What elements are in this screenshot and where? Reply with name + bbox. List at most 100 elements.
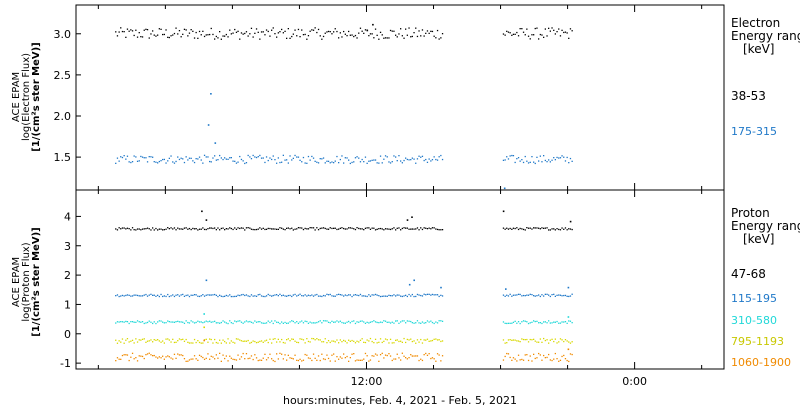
data-point [282,294,284,296]
data-point [522,338,525,341]
data-point [195,321,197,324]
data-point [284,229,286,231]
data-point [527,35,530,37]
data-point [272,294,274,297]
data-point [148,352,150,354]
data-point [430,30,432,32]
data-point [312,353,315,355]
data-point [167,36,169,38]
data-point [297,294,300,296]
data-point [289,340,291,342]
data-point [361,295,363,297]
data-point [162,33,164,36]
data-point [136,360,139,362]
data-point [351,295,353,298]
data-point [516,158,518,160]
data-point [215,341,217,344]
data-point [229,294,231,296]
data-point [341,341,343,343]
data-point [188,342,191,344]
data-point [563,156,565,158]
data-point [260,31,263,33]
data-point [259,359,261,361]
data-point [344,294,346,296]
data-point [319,339,321,341]
data-point [219,322,221,324]
data-point [401,227,403,230]
data-point [165,228,167,230]
data-point [200,355,202,358]
data-point [207,156,209,158]
data-point [282,228,284,230]
data-point [250,228,253,230]
data-point [507,353,510,355]
data-point [364,29,367,31]
data-point [252,228,254,231]
data-point [336,356,338,358]
data-point [546,161,548,163]
data-point [502,359,505,361]
data-point [406,227,408,229]
data-point [125,354,127,356]
data-point [141,338,144,340]
data-point [136,160,139,162]
data-point [197,229,199,231]
data-point [205,279,208,282]
data-point [177,156,179,158]
data-point [519,227,521,230]
data-point [165,338,167,340]
data-point [361,30,363,32]
electron-legend: Electron Energy ranges [keV] 38-53 175-3… [731,16,800,138]
data-point [267,320,269,322]
data-point [136,294,139,297]
data-point [356,294,358,296]
data-point [116,157,119,159]
data-point [346,35,348,37]
data-point [433,338,435,340]
data-point [309,357,311,360]
data-point [440,360,442,362]
data-point [272,155,274,157]
data-point [331,320,333,322]
data-point [152,355,154,357]
data-point [554,159,556,161]
data-point [524,354,526,356]
data-point [185,338,187,341]
data-point [286,322,288,324]
data-point [339,294,341,296]
data-point [395,339,397,341]
data-point [146,161,149,163]
data-point [289,357,291,359]
data-point [383,340,385,342]
data-point [363,341,365,343]
data-point [254,229,256,231]
data-point [430,294,432,296]
data-point [160,228,162,230]
data-point [558,157,560,159]
data-point [410,295,412,297]
data-point [319,359,321,362]
data-point [324,227,326,230]
data-point [321,341,323,343]
data-point [195,228,197,230]
data-point [195,31,197,34]
data-point [428,340,430,342]
data-point [374,159,377,161]
data-point [167,355,169,357]
data-point [229,342,231,344]
proton-legend-series-5: 1060-1900 [731,356,791,369]
data-point [227,338,229,340]
data-point [193,338,196,341]
data-point [378,38,380,40]
data-point [259,321,261,323]
data-point [277,157,279,159]
data-point [284,321,286,324]
data-point [314,160,316,162]
data-point [351,339,353,342]
data-point [505,288,507,290]
data-point [524,339,526,341]
data-point [121,227,124,229]
data-point [220,227,222,230]
data-point [369,228,372,230]
